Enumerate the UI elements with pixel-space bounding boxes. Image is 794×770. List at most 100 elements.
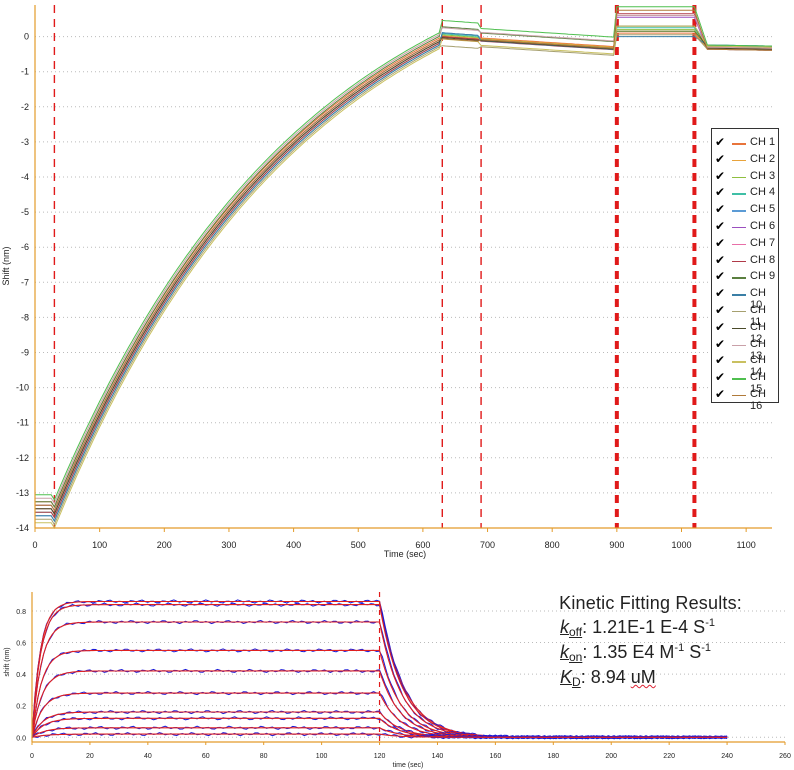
check-icon[interactable]: ✔ (715, 370, 726, 385)
legend-item[interactable]: ✔ CH 8 (712, 253, 778, 270)
check-icon[interactable]: ✔ (715, 135, 726, 149)
koff-subscript: off (569, 625, 583, 639)
top-series-line (35, 27, 772, 519)
legend-item[interactable]: ✔ CH 6 (712, 219, 778, 236)
legend-label: CH 15 (750, 371, 766, 396)
legend-item[interactable]: ✔ CH 5 (712, 202, 778, 219)
kd-row: KD: 8.94 uM (500, 667, 750, 689)
kon-value-2: S (684, 642, 702, 662)
legend-item[interactable]: ✔ CH 13 (712, 336, 778, 362)
legend-label: CH 6 (750, 219, 776, 232)
top-x-tick-label: 600 (415, 540, 430, 550)
bottom-y-axis-label: shift (nm) (4, 647, 11, 676)
kon-exponent-1: -1 (674, 642, 685, 654)
legend-item[interactable]: ✔ CH 11 (712, 302, 778, 328)
legend-item[interactable]: ✔ CH 15 (712, 370, 778, 395)
results-title: Kinetic Fitting Results: (559, 593, 742, 613)
legend-label: CH 4 (750, 186, 776, 199)
legend-swatch (732, 361, 746, 363)
legend-label: CH 12 (750, 320, 766, 345)
legend-item[interactable]: ✔ CH 4 (712, 185, 778, 202)
legend-swatch (732, 310, 746, 313)
legend-label: CH 9 (750, 270, 776, 283)
check-icon[interactable]: ✔ (715, 336, 726, 351)
top-grid (35, 36, 772, 529)
legend-item[interactable]: ✔ CH 10 (712, 286, 778, 311)
check-icon[interactable]: ✔ (715, 168, 726, 183)
legend-item[interactable]: ✔ CH 16 (712, 386, 778, 412)
bottom-y-tick-label: 0.2 (16, 704, 26, 711)
bottom-x-tick-label: 180 (547, 753, 559, 760)
kd-value: : 8.94 (580, 667, 631, 687)
check-icon[interactable]: ✔ (715, 319, 726, 334)
top-y-tick-label: 0 (24, 32, 29, 42)
legend-item[interactable]: ✔ CH 7 (712, 236, 778, 253)
legend-swatch (732, 159, 746, 162)
legend-swatch (732, 277, 746, 279)
top-y-tick-label: -8 (21, 312, 29, 322)
legend-item[interactable]: ✔ CH 1 (712, 135, 778, 152)
top-x-tick-label: 700 (480, 540, 495, 550)
check-icon[interactable]: ✔ (715, 218, 726, 233)
check-icon[interactable]: ✔ (715, 386, 726, 401)
legend: ✔ CH 1 ✔ CH 2 ✔ CH 3 ✔ CH 4 ✔ CH 5 ✔ CH 6 ✔ CH 7 ✔ CH 8… (711, 128, 779, 412)
kon-symbol: k (560, 642, 569, 662)
kd-unit: uM (630, 667, 656, 687)
top-y-tick-label: -5 (21, 207, 29, 217)
top-x-tick-label: 1000 (671, 540, 691, 550)
koff-value: : 1.21E-1 E-4 S (582, 617, 706, 637)
bottom-x-tick-label: 80 (260, 753, 268, 760)
legend-swatch (732, 344, 746, 347)
check-icon[interactable]: ✔ (715, 269, 726, 284)
top-y-tick-label: -7 (21, 277, 29, 287)
bottom-x-axis-label: time (sec) (393, 762, 424, 769)
legend-swatch (732, 193, 746, 195)
check-icon[interactable]: ✔ (715, 151, 726, 166)
bottom-y-tick-label: 0.4 (16, 672, 26, 679)
check-icon[interactable]: ✔ (715, 252, 726, 267)
legend-swatch (732, 176, 746, 179)
top-series-line (35, 25, 772, 530)
top-y-tick-label: -11 (17, 418, 29, 428)
top-y-tick-label: -2 (21, 102, 29, 112)
top-series-line (35, 32, 773, 508)
kon-exponent-2: -1 (701, 642, 711, 654)
legend-swatch (732, 243, 746, 246)
legend-label: CH 13 (750, 337, 766, 362)
top-series-line (35, 29, 773, 516)
legend-swatch (732, 394, 746, 397)
top-series-line (35, 15, 772, 516)
legend-item[interactable]: ✔ CH 14 (712, 353, 778, 378)
legend-item[interactable]: ✔ CH 2 (712, 152, 778, 169)
kon-value: : 1.35 E4 M (582, 642, 675, 662)
bottom-x-tick-label: 260 (779, 753, 791, 760)
bottom-series (31, 599, 728, 740)
bottom-x-tick-label: 200 (605, 753, 617, 760)
top-series (35, 6, 773, 530)
check-icon[interactable]: ✔ (715, 302, 726, 317)
kd-subscript: D (572, 675, 581, 689)
check-icon[interactable]: ✔ (715, 202, 726, 217)
legend-swatch (732, 143, 746, 145)
top-x-tick-label: 300 (221, 540, 236, 550)
bottom-tick-labels: 0.0 0.2 0.4 0.6 0.8 0 20 40 60 80 100 120 140 160 180 2… (16, 609, 791, 760)
bottom-x-tick-label: 140 (432, 753, 444, 760)
top-y-tick-label: -6 (21, 242, 29, 252)
top-y-tick-label: -3 (21, 137, 29, 147)
check-icon[interactable]: ✔ (715, 286, 726, 301)
sensorgram-chart: 0-1-2-3-4-5-6-7-8-9-10-11-12-13-140 100 20… (1, 5, 773, 559)
check-icon[interactable]: ✔ (715, 353, 726, 368)
top-x-tick-label: 900 (609, 540, 624, 550)
kon-row: kon: 1.35 E4 M-1 S-1 (500, 642, 750, 664)
bottom-x-tick-label: 40 (144, 753, 152, 760)
check-icon[interactable]: ✔ (715, 185, 726, 200)
legend-item[interactable]: ✔ CH 9 (712, 269, 778, 286)
check-icon[interactable]: ✔ (715, 235, 726, 250)
legend-item[interactable]: ✔ CH 12 (712, 319, 778, 345)
bottom-x-tick-label: 220 (663, 753, 675, 760)
legend-swatch (732, 327, 746, 330)
koff-exponent: -1 (705, 617, 715, 629)
bottom-y-tick-label: 0.0 (16, 735, 26, 742)
top-x-tick-label: 400 (286, 540, 301, 550)
legend-item[interactable]: ✔ CH 3 (712, 169, 778, 186)
